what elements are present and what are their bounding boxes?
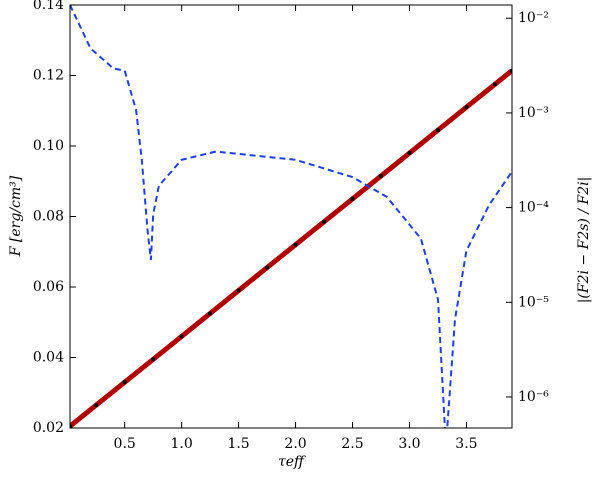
y2-tick-label: 10⁻⁴	[518, 200, 549, 216]
series-line	[70, 5, 512, 428]
x-axis-label: τeff	[278, 454, 306, 470]
x-tick-label: 2.0	[284, 436, 306, 452]
y-tick-label: 0.02	[33, 420, 64, 436]
y-tick-label: 0.10	[33, 138, 64, 154]
y2-tick-label: 10⁻⁵	[518, 294, 549, 310]
series-dot	[151, 357, 156, 362]
y2-tick-label: 10⁻⁶	[518, 389, 549, 405]
plot-area	[70, 5, 512, 428]
series-dot	[94, 403, 99, 408]
y2-tick-label: 10⁻³	[518, 105, 549, 121]
y-tick-label: 0.14	[33, 0, 64, 13]
series-dot	[293, 242, 298, 247]
series-line	[70, 68, 512, 428]
series-dot	[265, 265, 270, 270]
x-tick-label: 1.5	[227, 436, 249, 452]
y2-axis-label: |(F2i − F2s) / F2i|	[576, 177, 592, 304]
x-tick-label: 3.0	[398, 436, 420, 452]
series-dot	[322, 219, 327, 224]
y2-tick-label: 10⁻²	[518, 10, 549, 26]
y-tick-label: 0.06	[33, 279, 64, 295]
y-axis-label: F [erg/cm³]	[8, 175, 24, 257]
series-dot	[378, 173, 383, 178]
series-dot	[407, 151, 412, 156]
y-tick-label: 0.12	[33, 68, 64, 84]
x-tick-label: 2.5	[341, 436, 363, 452]
series-dot	[464, 105, 469, 110]
series-dot	[122, 380, 127, 385]
frame	[69, 4, 513, 429]
y-tick-label: 0.08	[33, 209, 64, 225]
series-dot	[179, 334, 184, 339]
series-dot	[350, 196, 355, 201]
series-dot	[236, 288, 241, 293]
x-tick-label: 0.5	[114, 436, 136, 452]
series-dot	[492, 82, 497, 87]
x-tick-label: 1.0	[171, 436, 193, 452]
x-tick-label: 3.5	[455, 436, 477, 452]
series-dot	[208, 311, 213, 316]
series-dot	[435, 128, 440, 133]
y-tick-label: 0.04	[33, 350, 64, 366]
